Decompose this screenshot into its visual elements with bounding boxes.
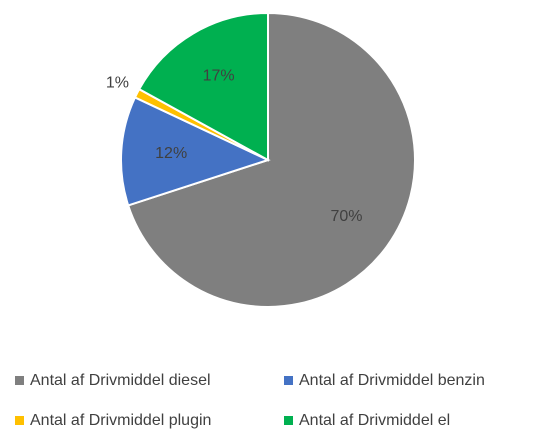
legend-swatch bbox=[284, 416, 293, 425]
data-label: 17% bbox=[203, 68, 235, 85]
data-label: 70% bbox=[330, 208, 362, 225]
pie-slice bbox=[126, 11, 416, 308]
legend-label: Antal af Drivmiddel el bbox=[299, 412, 450, 429]
pie-slice bbox=[137, 11, 269, 162]
legend-label: Antal af Drivmiddel plugin bbox=[30, 412, 211, 429]
legend-label: Antal af Drivmiddel benzin bbox=[299, 372, 485, 389]
data-label: 1% bbox=[106, 74, 129, 91]
data-label: 12% bbox=[155, 145, 187, 162]
legend-swatch bbox=[284, 376, 293, 385]
legend-swatch bbox=[15, 416, 24, 425]
legend-swatch bbox=[15, 376, 24, 385]
pie-slice bbox=[120, 96, 271, 207]
legend-label: Antal af Drivmiddel diesel bbox=[30, 372, 211, 389]
